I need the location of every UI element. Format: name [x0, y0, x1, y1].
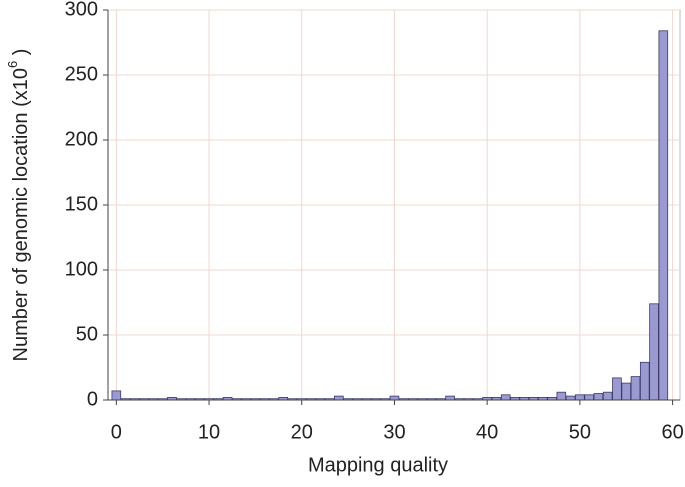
- bar: [602, 391, 613, 401]
- bar: [639, 361, 650, 401]
- bar: [445, 395, 455, 401]
- bar: [612, 377, 622, 401]
- bar: [593, 393, 604, 401]
- x-tick-label: 40: [476, 421, 498, 443]
- bar: [500, 394, 511, 401]
- x-axis-label: Mapping quality: [308, 454, 448, 476]
- bar: [649, 303, 659, 401]
- bar: [556, 391, 567, 401]
- x-tick-label: 0: [111, 421, 122, 443]
- bar: [584, 394, 594, 401]
- bar: [575, 394, 585, 401]
- bar: [565, 395, 576, 401]
- y-label-end: ): [10, 49, 32, 61]
- y-tick-label: 0: [87, 388, 98, 410]
- x-tick-label: 30: [383, 421, 405, 443]
- x-tick-label: 10: [198, 421, 220, 443]
- bar: [389, 395, 400, 401]
- bar: [621, 382, 632, 401]
- x-tick-label: 60: [661, 421, 683, 443]
- y-label-text: Number of genomic location (x10: [10, 68, 32, 361]
- bar: [111, 390, 122, 401]
- bar: [630, 376, 641, 401]
- y-tick-label: 300: [65, 0, 98, 20]
- x-tick-label: 20: [291, 421, 313, 443]
- bar: [334, 395, 344, 401]
- y-tick-label: 150: [65, 193, 98, 215]
- y-tick-label: 200: [65, 128, 98, 150]
- y-tick-label: 250: [65, 63, 98, 85]
- x-tick-label: 50: [569, 421, 591, 443]
- bar: [658, 30, 669, 401]
- y-axis-label: Number of genomic location (x106 ): [5, 49, 32, 362]
- y-tick-label: 50: [76, 323, 98, 345]
- y-tick-label: 100: [65, 258, 98, 280]
- y-label-sup: 6: [5, 61, 20, 68]
